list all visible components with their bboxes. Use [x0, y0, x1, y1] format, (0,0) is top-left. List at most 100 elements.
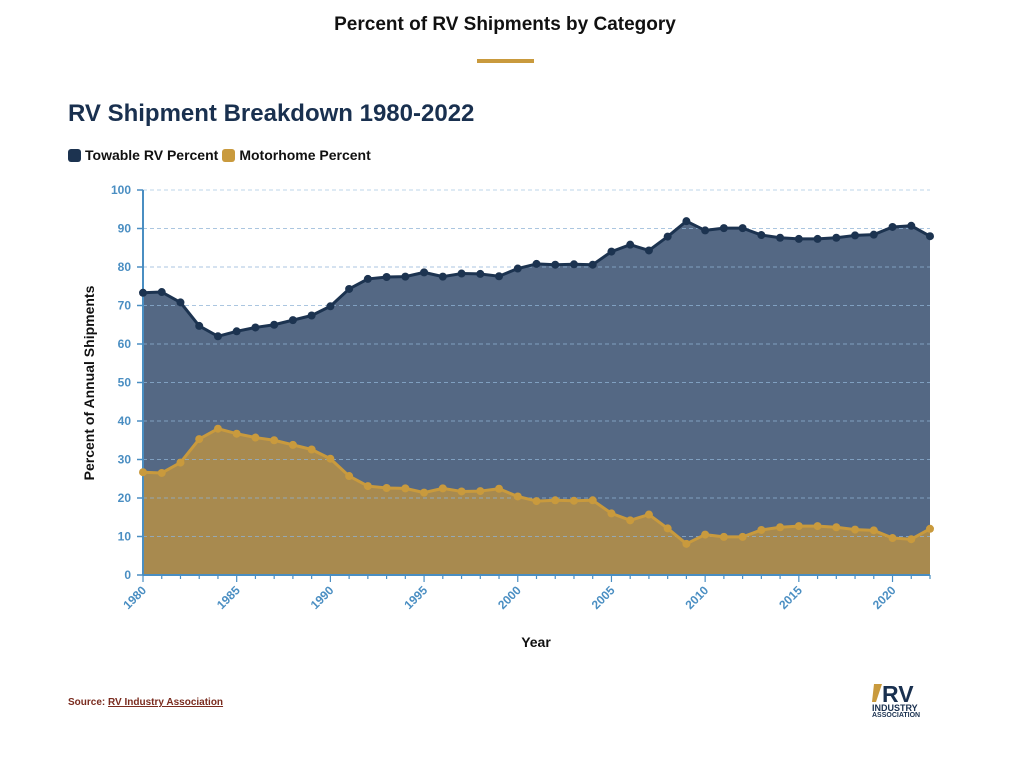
towable-point[interactable]	[139, 288, 147, 297]
motorhome-point[interactable]	[401, 484, 410, 493]
towable-point[interactable]	[851, 231, 860, 240]
towable-point[interactable]	[738, 224, 747, 233]
motorhome-point[interactable]	[569, 496, 578, 505]
towable-point[interactable]	[476, 269, 485, 278]
towable-point[interactable]	[457, 269, 466, 278]
towable-point[interactable]	[794, 234, 803, 243]
motorhome-point[interactable]	[551, 496, 560, 505]
towable-point[interactable]	[382, 273, 391, 282]
towable-point[interactable]	[551, 260, 560, 269]
x-tick-label: 1995	[401, 583, 430, 612]
towable-point[interactable]	[926, 232, 934, 241]
towable-point[interactable]	[832, 233, 841, 242]
motorhome-point[interactable]	[513, 492, 522, 501]
motorhome-point[interactable]	[495, 484, 504, 493]
motorhome-point[interactable]	[626, 516, 635, 525]
towable-point[interactable]	[251, 323, 260, 332]
towable-point[interactable]	[607, 247, 616, 256]
towable-point[interactable]	[907, 221, 916, 230]
towable-point[interactable]	[288, 316, 297, 325]
motorhome-point[interactable]	[794, 522, 803, 531]
towable-point[interactable]	[663, 232, 672, 241]
x-tick-label: 2015	[776, 583, 805, 612]
motorhome-point[interactable]	[719, 532, 728, 541]
x-tick-label: 1990	[308, 583, 337, 612]
logo-line-2: ASSOCIATION	[872, 712, 921, 719]
towable-point[interactable]	[869, 230, 878, 239]
towable-point[interactable]	[682, 217, 691, 226]
motorhome-point[interactable]	[382, 483, 391, 492]
towable-point[interactable]	[232, 327, 241, 336]
motorhome-point[interactable]	[588, 496, 597, 505]
towable-point[interactable]	[495, 272, 504, 281]
motorhome-point[interactable]	[307, 445, 316, 454]
motorhome-point[interactable]	[663, 524, 672, 533]
towable-point[interactable]	[326, 302, 335, 311]
motorhome-point[interactable]	[139, 468, 147, 477]
towable-point[interactable]	[157, 288, 166, 297]
towable-point[interactable]	[701, 226, 710, 235]
towable-point[interactable]	[626, 240, 635, 249]
towable-point[interactable]	[719, 224, 728, 233]
motorhome-point[interactable]	[644, 510, 653, 519]
towable-point[interactable]	[307, 311, 316, 320]
motorhome-point[interactable]	[869, 526, 878, 535]
x-tick-label: 2005	[589, 583, 618, 612]
motorhome-point[interactable]	[926, 524, 934, 533]
towable-point[interactable]	[270, 320, 279, 329]
legend-item-motorhome[interactable]: Motorhome Percent	[222, 147, 371, 163]
motorhome-point[interactable]	[420, 488, 429, 497]
motorhome-point[interactable]	[270, 436, 279, 445]
towable-point[interactable]	[888, 222, 897, 231]
y-tick-label: 20	[118, 491, 132, 505]
motorhome-point[interactable]	[851, 525, 860, 534]
towable-point[interactable]	[513, 264, 522, 273]
towable-point[interactable]	[420, 268, 429, 277]
motorhome-point[interactable]	[232, 429, 241, 438]
motorhome-point[interactable]	[757, 525, 766, 534]
motorhome-point[interactable]	[607, 509, 616, 518]
motorhome-point[interactable]	[251, 433, 260, 442]
towable-point[interactable]	[757, 231, 766, 240]
towable-point[interactable]	[776, 233, 785, 242]
legend-swatch-towable	[68, 148, 81, 162]
source-link[interactable]: RV Industry Association	[108, 697, 224, 708]
motorhome-point[interactable]	[813, 522, 822, 531]
towable-point[interactable]	[644, 246, 653, 255]
motorhome-point[interactable]	[907, 535, 916, 544]
motorhome-point[interactable]	[776, 523, 785, 532]
y-tick-label: 30	[118, 453, 132, 467]
x-tick-label: 2010	[682, 583, 711, 612]
motorhome-point[interactable]	[682, 539, 691, 548]
motorhome-point[interactable]	[438, 484, 447, 493]
motorhome-point[interactable]	[457, 487, 466, 496]
motorhome-point[interactable]	[345, 472, 354, 481]
towable-point[interactable]	[588, 260, 597, 269]
towable-point[interactable]	[195, 321, 204, 330]
motorhome-point[interactable]	[476, 487, 485, 496]
towable-point[interactable]	[438, 272, 447, 281]
logo-text: INDUSTRY ASSOCIATION	[872, 704, 942, 720]
towable-point[interactable]	[813, 234, 822, 243]
towable-point[interactable]	[363, 274, 372, 283]
motorhome-point[interactable]	[213, 424, 222, 433]
motorhome-point[interactable]	[701, 530, 710, 539]
motorhome-point[interactable]	[326, 454, 335, 463]
motorhome-point[interactable]	[832, 523, 841, 532]
towable-point[interactable]	[345, 284, 354, 293]
motorhome-point[interactable]	[888, 534, 897, 543]
x-tick-label: 1980	[120, 583, 149, 612]
legend-item-towable[interactable]: Towable RV Percent	[68, 147, 218, 163]
towable-point[interactable]	[213, 332, 222, 341]
towable-point[interactable]	[569, 260, 578, 269]
towable-point[interactable]	[532, 259, 541, 268]
motorhome-point[interactable]	[195, 435, 204, 444]
motorhome-point[interactable]	[363, 482, 372, 491]
towable-point[interactable]	[401, 272, 410, 281]
motorhome-point[interactable]	[738, 532, 747, 541]
towable-point[interactable]	[176, 298, 185, 307]
motorhome-point[interactable]	[157, 468, 166, 477]
motorhome-point[interactable]	[532, 497, 541, 506]
motorhome-point[interactable]	[176, 458, 185, 467]
motorhome-point[interactable]	[288, 440, 297, 449]
